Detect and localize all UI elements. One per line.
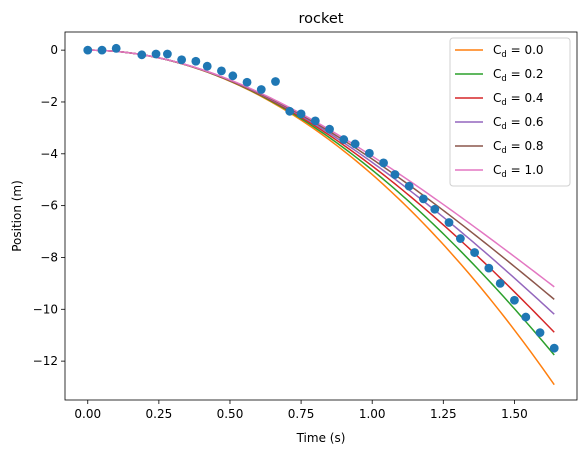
legend: Cd = 0.0 Cd = 0.2 Cd = 0.4 Cd = 0.6 Cd = 0.8… [449,37,571,187]
data-point [228,71,238,81]
series-line-cd-1-0 [87,49,555,288]
data-point [419,194,428,204]
legend-label: Cd = 0.2 [493,67,544,84]
data-point [535,328,545,338]
data-point [310,116,320,126]
data-point [296,109,306,119]
plot-frame [64,31,578,401]
data-point [455,234,465,243]
legend-label: Cd = 1.0 [493,163,544,180]
series-layer [87,49,555,386]
legend-items: Cd = 0.0 Cd = 0.2 Cd = 0.4 Cd = 0.6 Cd = 0.8… [455,43,544,180]
y-tick-label: −12 [33,354,58,368]
data-point [271,77,280,86]
x-tick-label: 1.00 [359,407,386,421]
data-point [484,263,494,273]
data-point [191,56,201,66]
data-point [163,49,172,59]
data-point [364,148,374,158]
legend-label: Cd = 0.0 [493,43,544,60]
data-point [339,135,349,144]
data-point [97,45,107,55]
y-axis: 0 −2 −4 −6 −8 −10 −12 [33,43,65,368]
data-point [510,295,519,305]
data-point [202,61,212,71]
data-point [390,170,400,179]
data-point [151,49,161,59]
data-point [177,55,187,65]
data-point [521,312,531,322]
data-point [137,50,147,60]
data-point [325,124,334,134]
data-point [549,343,559,353]
y-tick-label: −2 [40,95,58,109]
y-axis-title: Position (m) [10,180,24,252]
data-point [350,139,360,149]
y-tick-label: −6 [40,199,58,213]
data-point [495,278,505,288]
data-point [256,85,266,94]
data-point [242,77,252,87]
y-tick-label: −4 [40,147,58,161]
chart-title: rocket [299,11,344,27]
legend-label: Cd = 0.8 [493,139,544,156]
data-point [285,106,295,116]
x-tick-label: 1.25 [430,407,457,421]
scatter-layer [83,43,559,353]
data-point [444,218,454,227]
x-tick-label: 0.75 [288,407,315,421]
data-point [430,204,440,214]
legend-box [449,37,571,187]
x-axis: 0.00 0.25 0.50 0.75 1.00 1.25 1.50 [74,400,528,421]
data-point [379,158,388,168]
data-point [404,181,414,191]
x-axis-title: Time (s) [296,431,346,445]
x-tick-label: 1.50 [501,407,528,421]
x-tick-label: 0.50 [217,407,244,421]
y-tick-label: 0 [50,43,58,57]
x-tick-label: 0.00 [74,407,101,421]
legend-label: Cd = 0.6 [493,115,544,132]
data-point [217,66,226,76]
y-tick-label: −8 [40,250,58,264]
data-point [470,248,479,257]
data-point [111,43,121,53]
legend-label: Cd = 0.4 [493,91,544,108]
y-tick-label: −10 [33,302,58,316]
data-point [83,45,93,55]
x-tick-label: 0.25 [146,407,173,421]
